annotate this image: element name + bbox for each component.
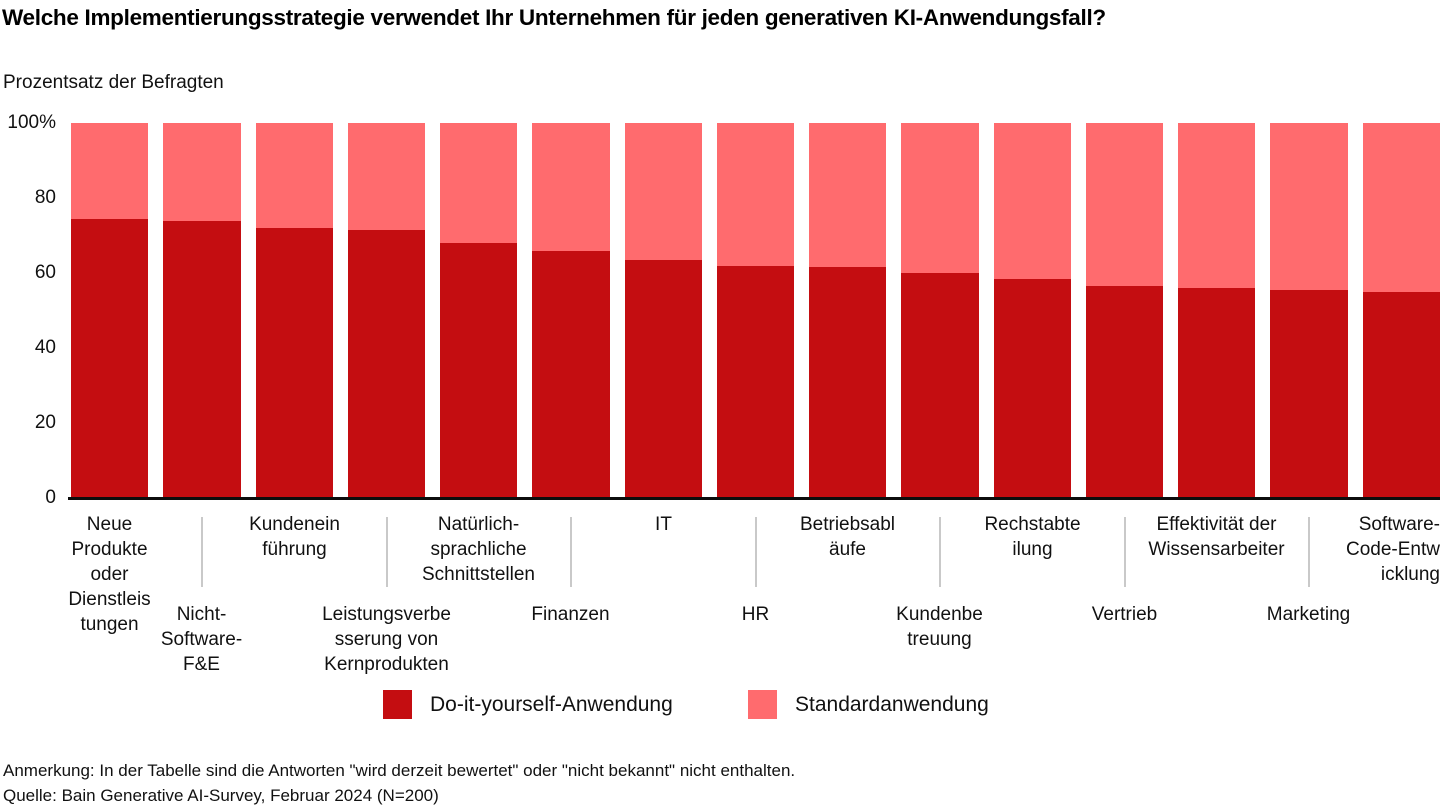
x-axis-label-bottom: Marketing <box>1266 604 1351 625</box>
x-axis-label-top: IT <box>655 514 672 535</box>
bar-segment-diy <box>347 229 426 498</box>
source-text: Quelle: Bain Generative AI-Survey, Febru… <box>3 786 439 805</box>
plot-area <box>71 123 1440 498</box>
bar-group <box>1085 123 1164 498</box>
bar-group <box>809 123 887 498</box>
label-separator <box>1307 517 1310 587</box>
bar-group <box>347 123 426 498</box>
y-axis-tick-label: 40 <box>34 337 56 358</box>
legend-item-standard: Standardanwendung <box>748 690 989 719</box>
bar-segment-diy <box>1362 291 1440 498</box>
bar-segment-diy <box>809 267 887 498</box>
x-axis-label-bottom: Vertrieb <box>1091 604 1158 625</box>
bar-group <box>1270 123 1348 498</box>
y-axis-tick-label: 20 <box>34 412 56 433</box>
x-axis-label-top: Software- Code-Entw icklung <box>1346 514 1440 585</box>
y-axis-tick-label: 80 <box>34 187 56 208</box>
x-axis-label-bottom: Kundenbe treuung <box>896 604 983 650</box>
bar-group <box>255 123 333 498</box>
legend-label-standard: Standardanwendung <box>795 692 989 716</box>
bar-segment-diy <box>1085 286 1164 498</box>
bar-group <box>1362 123 1440 498</box>
label-separator <box>200 517 203 587</box>
x-axis-label-top: Rechstabte ilung <box>984 514 1081 560</box>
x-axis-label-top: Betriebsabl äufe <box>799 514 896 560</box>
bar-group <box>716 123 795 498</box>
label-separator <box>754 517 757 587</box>
y-axis-tick-label: 100% <box>7 112 56 133</box>
x-axis-label-top: Effektivität der Wissensarbeiter <box>1148 514 1285 560</box>
bar-segment-diy <box>993 278 1071 498</box>
label-separator <box>569 517 572 587</box>
label-separator <box>385 517 388 587</box>
footer: Anmerkung: In der Tabelle sind die Antwo… <box>3 758 795 808</box>
x-axis-label-bottom: HR <box>741 604 770 625</box>
y-axis-tick-label: 60 <box>34 262 56 283</box>
legend-swatch-diy-icon <box>383 690 412 719</box>
bar-group <box>163 123 241 498</box>
x-axis-label-top: Kundenein führung <box>249 514 340 560</box>
x-axis-baseline <box>68 497 1440 500</box>
bar-segment-diy <box>1270 289 1348 498</box>
x-axis-label-top: Natürlich- sprachliche Schnittstellen <box>421 514 535 585</box>
bar-segment-diy <box>255 228 333 498</box>
bar-group <box>71 123 149 498</box>
y-axis-tick-label: 0 <box>45 487 56 508</box>
bar-group <box>1178 123 1256 498</box>
bar-segment-diy <box>716 265 795 498</box>
x-axis-label-bottom: Nicht- Software- F&E <box>160 604 243 675</box>
legend-swatch-standard-icon <box>748 690 777 719</box>
page-title: Welche Implementierungsstrategie verwend… <box>2 5 1106 30</box>
legend-label-diy: Do-it-yourself-Anwendung <box>430 692 673 716</box>
bar-segment-diy <box>901 273 979 498</box>
bar-group <box>440 123 518 498</box>
bar-segment-diy <box>532 250 610 498</box>
bar-group <box>532 123 610 498</box>
x-axis-label-top: Neue Produkte oder Dienstleis tungen <box>68 514 151 635</box>
bar-group <box>901 123 979 498</box>
label-separator <box>1123 517 1126 587</box>
x-axis-label-bottom: Leistungsverbe sserung von Kernprodukten <box>322 604 451 675</box>
chart-subtitle: Prozentsatz der Befragten <box>3 72 224 93</box>
legend-item-diy: Do-it-yourself-Anwendung <box>383 690 673 719</box>
bar-group <box>624 123 702 498</box>
x-axis-label-bottom: Finanzen <box>531 604 610 625</box>
bar-group <box>993 123 1071 498</box>
footnote-text: Anmerkung: In der Tabelle sind die Antwo… <box>3 761 796 780</box>
bar-segment-diy <box>1178 288 1256 498</box>
bar-segment-diy <box>624 259 702 498</box>
bar-segment-diy <box>163 220 241 498</box>
bar-segment-diy <box>440 243 518 498</box>
bar-segment-diy <box>71 218 149 498</box>
label-separator <box>938 517 941 587</box>
